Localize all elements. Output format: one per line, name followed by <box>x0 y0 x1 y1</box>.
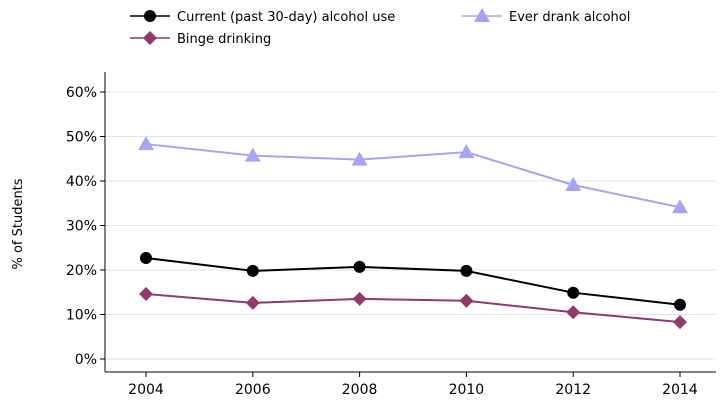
series-line <box>145 293 681 324</box>
series-group <box>138 136 688 330</box>
series-line <box>145 143 681 209</box>
legend-marker-circle <box>144 10 156 22</box>
data-point-diamond <box>139 287 153 302</box>
x-tick-label: 2008 <box>342 382 378 398</box>
legend-label: Ever drank alcohol <box>509 10 630 25</box>
data-point-diamond <box>352 291 367 306</box>
x-tick-label: 2006 <box>235 382 271 398</box>
data-point-diamond <box>245 295 260 310</box>
legend-item: Current (past 30-day) alcohol use <box>130 10 395 25</box>
y-axis-title: % of Students <box>11 178 26 269</box>
data-point-circle <box>353 260 366 273</box>
y-tick-label: 30% <box>66 219 97 235</box>
y-tick-label: 10% <box>66 308 97 324</box>
series-line <box>145 256 681 306</box>
legend-label: Binge drinking <box>177 32 271 47</box>
data-point-circle <box>246 264 259 277</box>
y-axis-ticks: 0% 10% 20% 30% 40% 50% 60% <box>66 85 105 368</box>
x-tick-label: 2012 <box>555 382 591 398</box>
data-point-triangle <box>565 177 582 192</box>
x-tick-label: 2010 <box>449 382 485 398</box>
x-tick-label: 2004 <box>128 382 164 398</box>
x-tick-label: 2014 <box>662 382 698 398</box>
data-point-circle <box>567 286 580 299</box>
data-point-triangle <box>458 144 475 159</box>
y-tick-label: 0% <box>75 352 97 368</box>
series-diamond <box>139 287 687 330</box>
data-point-circle <box>460 264 473 277</box>
y-tick-label: 20% <box>66 263 97 279</box>
series-triangle <box>138 136 688 214</box>
gridlines <box>105 91 716 360</box>
data-point-circle <box>140 251 152 264</box>
y-tick-label: 50% <box>66 130 97 146</box>
data-point-triangle <box>672 199 688 214</box>
legend-marker-triangle <box>474 8 490 22</box>
x-axis-ticks: 2004 2006 2008 2010 2012 2014 <box>128 372 698 398</box>
legend-marker-diamond <box>143 31 157 45</box>
data-point-diamond <box>673 315 687 330</box>
y-tick-label: 60% <box>66 85 97 101</box>
data-point-circle <box>674 298 686 311</box>
series-circle <box>140 251 686 311</box>
data-point-diamond <box>459 293 474 308</box>
legend-item: Binge drinking <box>130 31 271 47</box>
y-tick-label: 40% <box>66 174 97 190</box>
data-point-triangle <box>351 151 368 166</box>
legend-label: Current (past 30-day) alcohol use <box>177 10 395 25</box>
data-point-triangle <box>138 136 154 151</box>
data-point-diamond <box>566 305 581 320</box>
legend-item: Ever drank alcohol <box>462 8 630 25</box>
data-point-triangle <box>244 147 261 162</box>
legend: Current (past 30-day) alcohol use Binge d… <box>130 8 630 47</box>
